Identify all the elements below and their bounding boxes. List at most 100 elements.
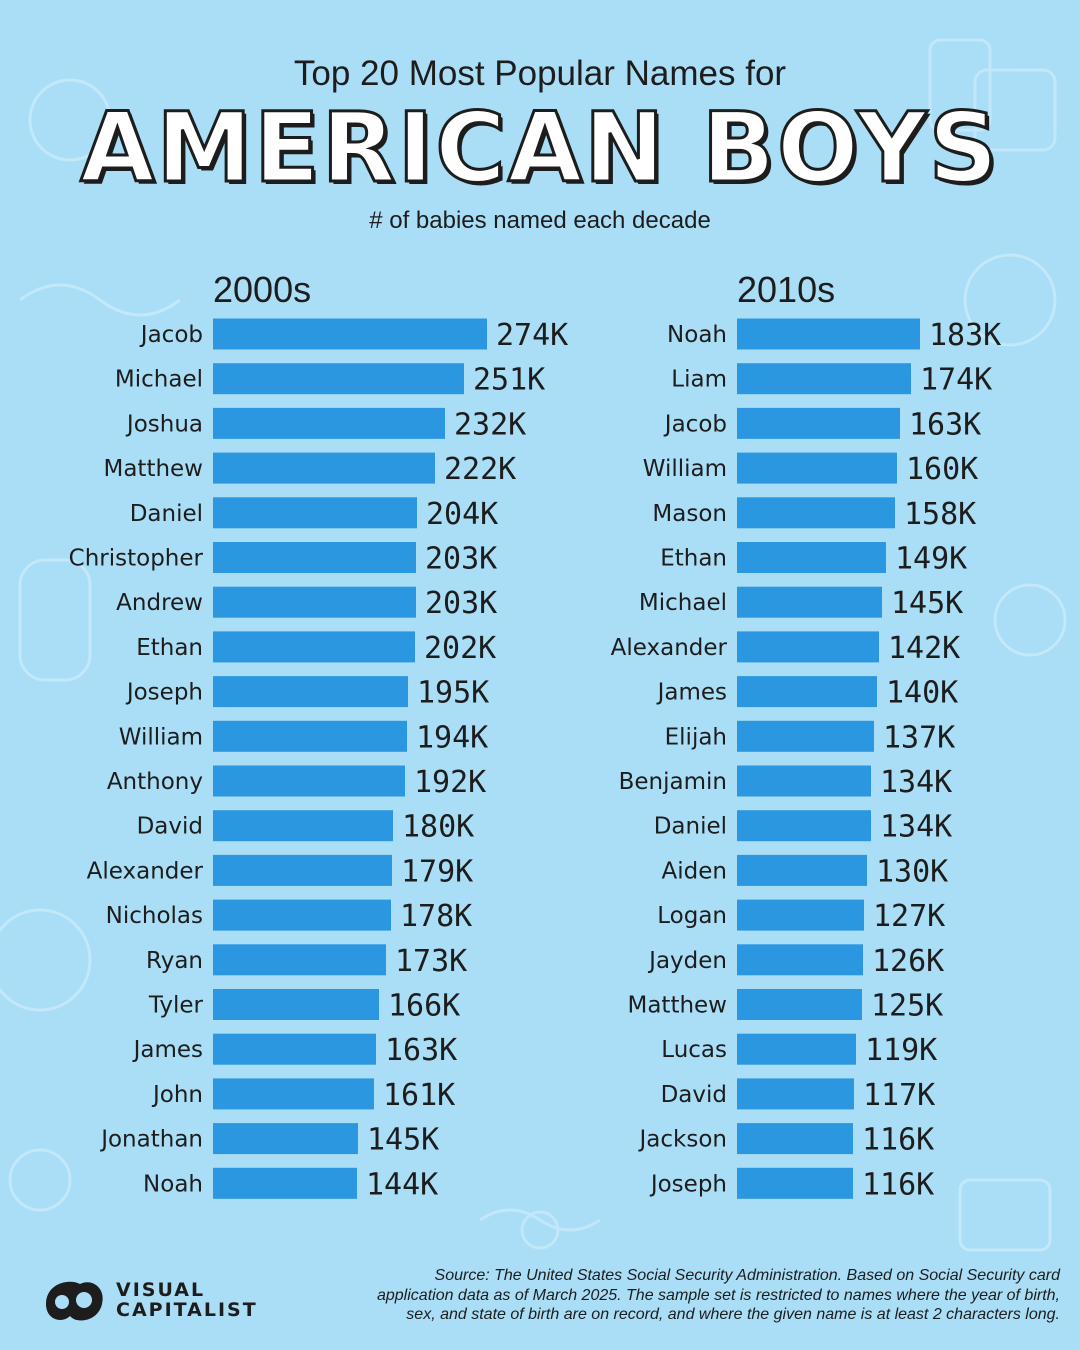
chart-title: 2010s [737,269,835,310]
bar [213,407,445,439]
value-label: 145K [367,1123,439,1158]
value-label: 126K [872,944,944,979]
category-label: David [661,1082,727,1108]
category-label: Joseph [125,680,203,706]
category-label: Liam [671,367,727,393]
value-label: 125K [871,989,943,1024]
value-label: 202K [424,631,496,666]
value-label: 166K [388,989,460,1024]
bar [213,497,417,529]
bar [213,1167,357,1199]
value-label: 222K [444,452,516,487]
bar [213,676,408,708]
value-label: 179K [401,854,473,889]
subtitle: # of babies named each decade [369,207,711,234]
chart-title: 2000s [213,269,311,310]
value-label: 134K [880,810,952,845]
category-label: Ryan [146,948,203,974]
bar [737,720,874,752]
value-label: 144K [366,1167,438,1202]
bar [213,318,487,350]
value-label: 117K [863,1078,935,1113]
bar [213,720,407,752]
value-label: 194K [416,720,488,755]
category-label: Ethan [136,635,203,661]
bar [737,542,886,573]
bar [737,1167,853,1199]
value-label: 232K [454,407,526,442]
value-label: 163K [385,1033,457,1068]
chart-1: 2010s Noah 183K Liam 174K Jacob 163K William 160… [611,269,1002,1202]
value-label: 178K [400,899,472,934]
bar [737,407,900,439]
value-label: 119K [865,1033,937,1068]
bar [213,631,415,663]
logo-line-1: VISUAL [116,1279,206,1301]
bar [213,363,464,395]
source-note: Source: The United States Social Securit… [260,1266,1060,1325]
category-label: James [656,680,727,706]
value-label: 149K [895,542,967,577]
category-label: Logan [657,903,727,929]
bar [737,497,895,529]
value-label: 195K [417,676,489,711]
value-label: 140K [886,676,958,711]
logo-line-2: CAPITALIST [116,1299,258,1321]
category-label: John [151,1082,203,1108]
value-label: 203K [425,586,497,621]
bar [213,899,391,931]
category-label: Joseph [649,1171,727,1197]
bar [213,989,379,1020]
bar [213,452,435,484]
category-label: Alexander [87,858,204,884]
value-label: 160K [906,452,978,487]
category-label: Mason [652,501,727,527]
category-label: Daniel [130,501,203,527]
category-label: Michael [639,590,727,616]
bar [213,542,416,573]
category-label: Andrew [116,590,203,616]
value-label: 134K [880,765,952,800]
value-label: 204K [426,497,498,532]
value-label: 163K [909,407,981,442]
bar [213,810,393,842]
bar [213,1033,376,1065]
category-label: Noah [667,322,727,348]
category-label: Daniel [654,814,727,840]
title-main: AMERICAN BOYS [79,91,1000,206]
value-label: 203K [425,542,497,577]
bar [737,586,882,618]
category-label: Lucas [661,1037,727,1063]
category-label: Michael [115,367,203,393]
category-label: Alexander [611,635,728,661]
bar [213,765,405,797]
source-line-3: sex, and state of birth are on record, a… [406,1306,1060,1323]
bar [737,1078,854,1110]
value-label: 137K [883,720,955,755]
source-line-1: Source: The United States Social Securit… [434,1267,1060,1284]
value-label: 183K [929,318,1001,353]
category-label: William [643,456,727,482]
category-label: Matthew [627,993,727,1019]
bar [737,631,879,663]
bar [737,765,871,797]
logo-mark-icon [46,1281,103,1321]
category-label: Ethan [660,546,727,572]
bar [737,363,911,395]
category-label: Jonathan [99,1127,203,1153]
bar [737,1033,856,1065]
category-label: Matthew [103,456,203,482]
value-label: 158K [904,497,976,532]
category-label: Jacob [139,322,203,348]
bar [737,989,862,1020]
bar [737,676,877,708]
category-label: Anthony [107,769,203,795]
category-label: Jackson [638,1127,727,1153]
bar [737,944,863,976]
value-label: 127K [873,899,945,934]
bar [737,1123,853,1155]
category-label: William [119,724,203,750]
category-label: Jacob [663,411,727,437]
